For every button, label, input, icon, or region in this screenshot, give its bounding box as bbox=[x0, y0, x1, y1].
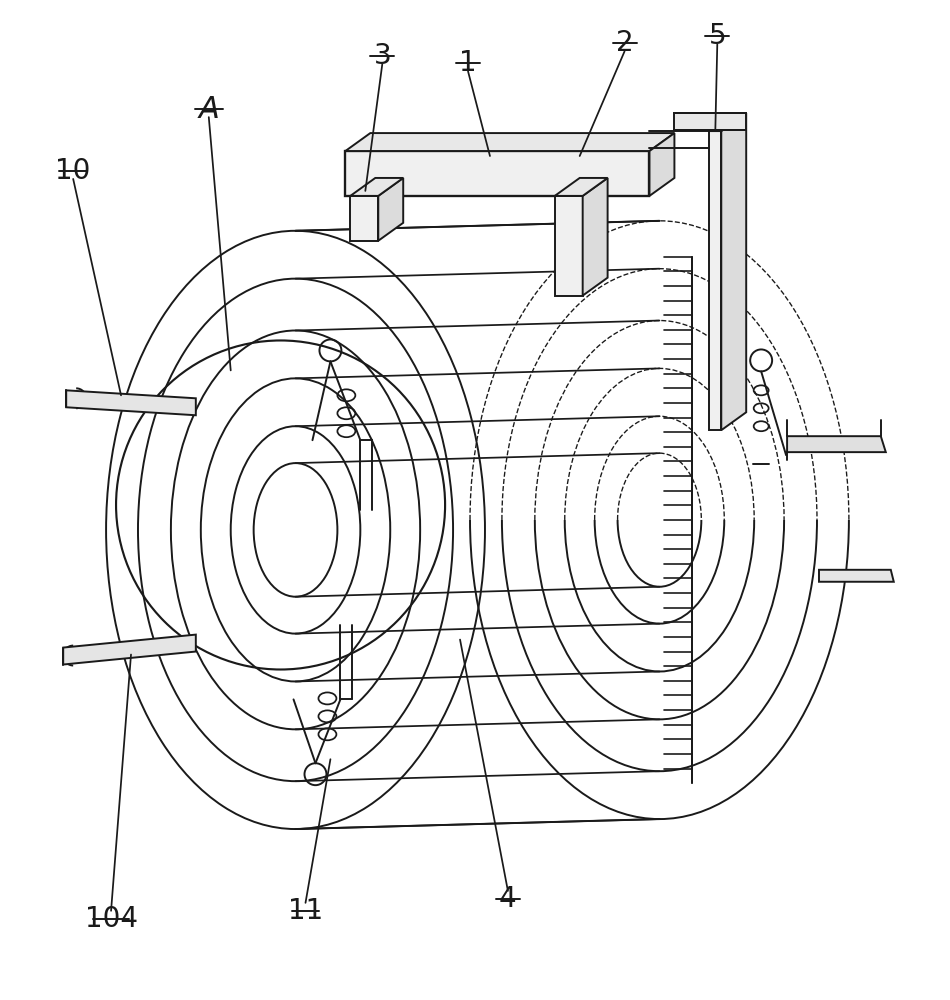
Text: 5: 5 bbox=[709, 22, 726, 50]
Text: 11: 11 bbox=[288, 897, 323, 925]
Polygon shape bbox=[710, 131, 721, 430]
Text: 1: 1 bbox=[459, 49, 477, 77]
Polygon shape bbox=[710, 113, 746, 131]
Polygon shape bbox=[650, 133, 674, 196]
Polygon shape bbox=[351, 178, 403, 196]
Text: 4: 4 bbox=[499, 885, 517, 913]
Text: 3: 3 bbox=[373, 42, 391, 70]
Polygon shape bbox=[346, 133, 674, 151]
Polygon shape bbox=[351, 196, 378, 241]
Text: 2: 2 bbox=[616, 29, 634, 57]
Polygon shape bbox=[64, 635, 196, 665]
Text: 10: 10 bbox=[55, 157, 91, 185]
Polygon shape bbox=[819, 570, 894, 582]
Polygon shape bbox=[788, 436, 885, 452]
Polygon shape bbox=[378, 178, 403, 241]
Polygon shape bbox=[555, 178, 608, 196]
Polygon shape bbox=[582, 178, 608, 296]
Text: 104: 104 bbox=[85, 905, 138, 933]
Polygon shape bbox=[346, 151, 650, 196]
Polygon shape bbox=[66, 390, 196, 415]
Text: A: A bbox=[199, 95, 219, 124]
Polygon shape bbox=[674, 113, 746, 130]
Polygon shape bbox=[721, 113, 746, 430]
Polygon shape bbox=[555, 196, 582, 296]
